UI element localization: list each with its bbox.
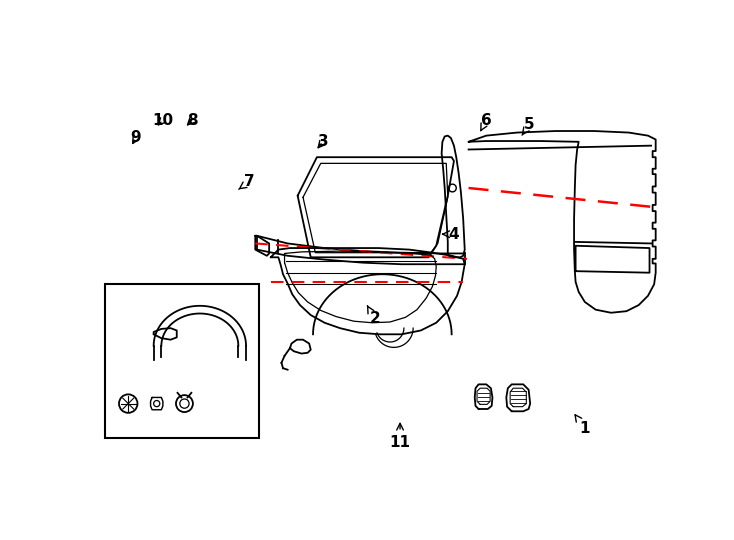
Text: 11: 11	[390, 423, 410, 450]
Text: 5: 5	[522, 117, 534, 135]
Text: 1: 1	[575, 415, 590, 436]
Text: 10: 10	[153, 113, 173, 128]
Text: 6: 6	[481, 113, 492, 131]
Text: 3: 3	[318, 134, 328, 149]
Text: 9: 9	[131, 131, 141, 145]
Text: 7: 7	[239, 174, 255, 190]
Text: 8: 8	[187, 113, 197, 128]
Text: 4: 4	[443, 227, 459, 242]
Bar	[105, 284, 259, 438]
Text: 2: 2	[368, 306, 380, 326]
